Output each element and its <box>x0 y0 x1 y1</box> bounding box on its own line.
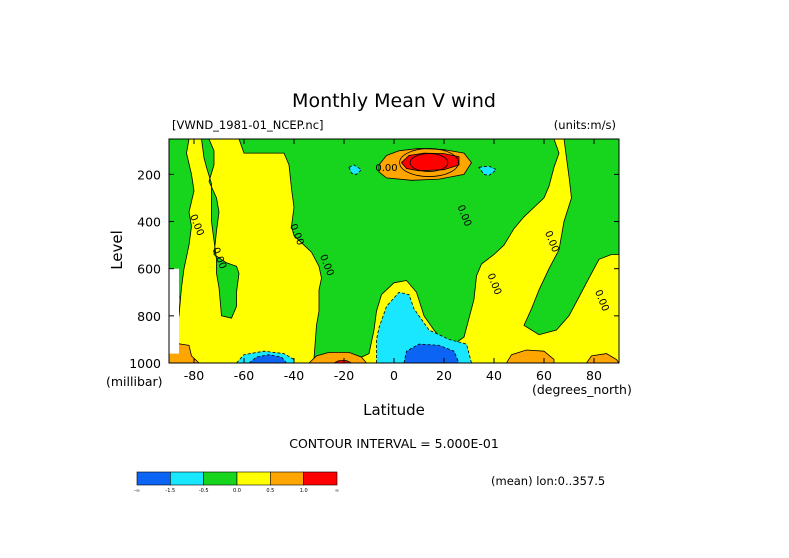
contour-region-blue <box>248 354 288 363</box>
colorbar-swatch <box>203 471 238 486</box>
contour-region-cyan <box>478 165 498 176</box>
footer-text: (mean) lon:0..357.5 <box>491 474 605 488</box>
plot-area: 0.000.000.000.000.000.000.000.000.00 <box>168 138 620 364</box>
x-axis-ticks: -80 -60 -40 -20 0 20 40 60 80 <box>184 139 602 383</box>
contour-region-orange <box>586 353 619 363</box>
contour-region-orange <box>506 349 555 363</box>
units-label: (units:m/s) <box>554 118 616 132</box>
x-tick-label: -20 <box>334 368 354 383</box>
colorbar-swatch <box>170 471 204 486</box>
y-tick-label: 600 <box>137 262 161 277</box>
x-tick-label: 80 <box>586 368 602 383</box>
x-tick-label: 60 <box>536 368 552 383</box>
x-tick-label: 20 <box>436 368 452 383</box>
colorbar-swatch <box>303 471 338 486</box>
colorbar-tick-label: -1.5 <box>165 488 175 494</box>
colorbar-tick-label: -0.5 <box>199 488 209 494</box>
colorbar-tick-label: ∞ <box>335 488 339 494</box>
contour-region-cyan <box>348 164 363 175</box>
contour-region-green <box>238 139 560 362</box>
file-label: [VWND_1981-01_NCEP.nc] <box>172 118 324 132</box>
y-unit-label: (millibar) <box>106 374 163 389</box>
contour-line <box>399 148 459 177</box>
contour-value-label: 0.00 <box>375 163 397 174</box>
y-tick-label: 800 <box>137 309 161 324</box>
x-tick-label: -40 <box>284 368 304 383</box>
colorbar-tick-label: 0.0 <box>233 488 241 494</box>
colorbar-swatch <box>136 471 171 486</box>
contour-interval-text: CONTOUR INTERVAL = 5.000E-01 <box>289 436 499 451</box>
contour-region-cyan <box>376 291 472 363</box>
colorbar-tick-label: 1.0 <box>300 488 308 494</box>
x-tick-label: 40 <box>486 368 502 383</box>
x-tick-label: -80 <box>184 368 204 383</box>
x-tick-label: 0 <box>390 368 398 383</box>
y-tick-label: 200 <box>137 167 161 182</box>
contour-region-green <box>523 139 619 336</box>
contour-line <box>409 153 449 172</box>
y-tick-label: 1000 <box>129 356 161 371</box>
contour-region-blue <box>403 343 460 363</box>
contour-region-white <box>169 268 179 354</box>
colorbar: -∞ -1.5 -0.5 0.0 0.5 1.0 ∞ <box>134 471 339 494</box>
colorbar-swatch <box>236 471 271 486</box>
x-tick-label: -60 <box>234 368 254 383</box>
y-axis-ticks: 200 400 600 800 1000 <box>129 167 619 371</box>
y-axis-label: Level <box>108 230 126 270</box>
chart-title: Monthly Mean V wind <box>292 90 496 112</box>
colorbar-swatch <box>269 471 304 486</box>
contour-region-red <box>333 360 352 363</box>
y-tick-label: 400 <box>137 215 161 230</box>
colorbar-tick-label: -∞ <box>134 488 140 494</box>
x-unit-label: (degrees_north) <box>532 382 632 397</box>
contour-region-orange <box>308 351 368 363</box>
contour-region-green <box>201 139 240 319</box>
x-axis-label: Latitude <box>363 401 425 419</box>
colorbar-tick-label: 0.5 <box>266 488 274 494</box>
